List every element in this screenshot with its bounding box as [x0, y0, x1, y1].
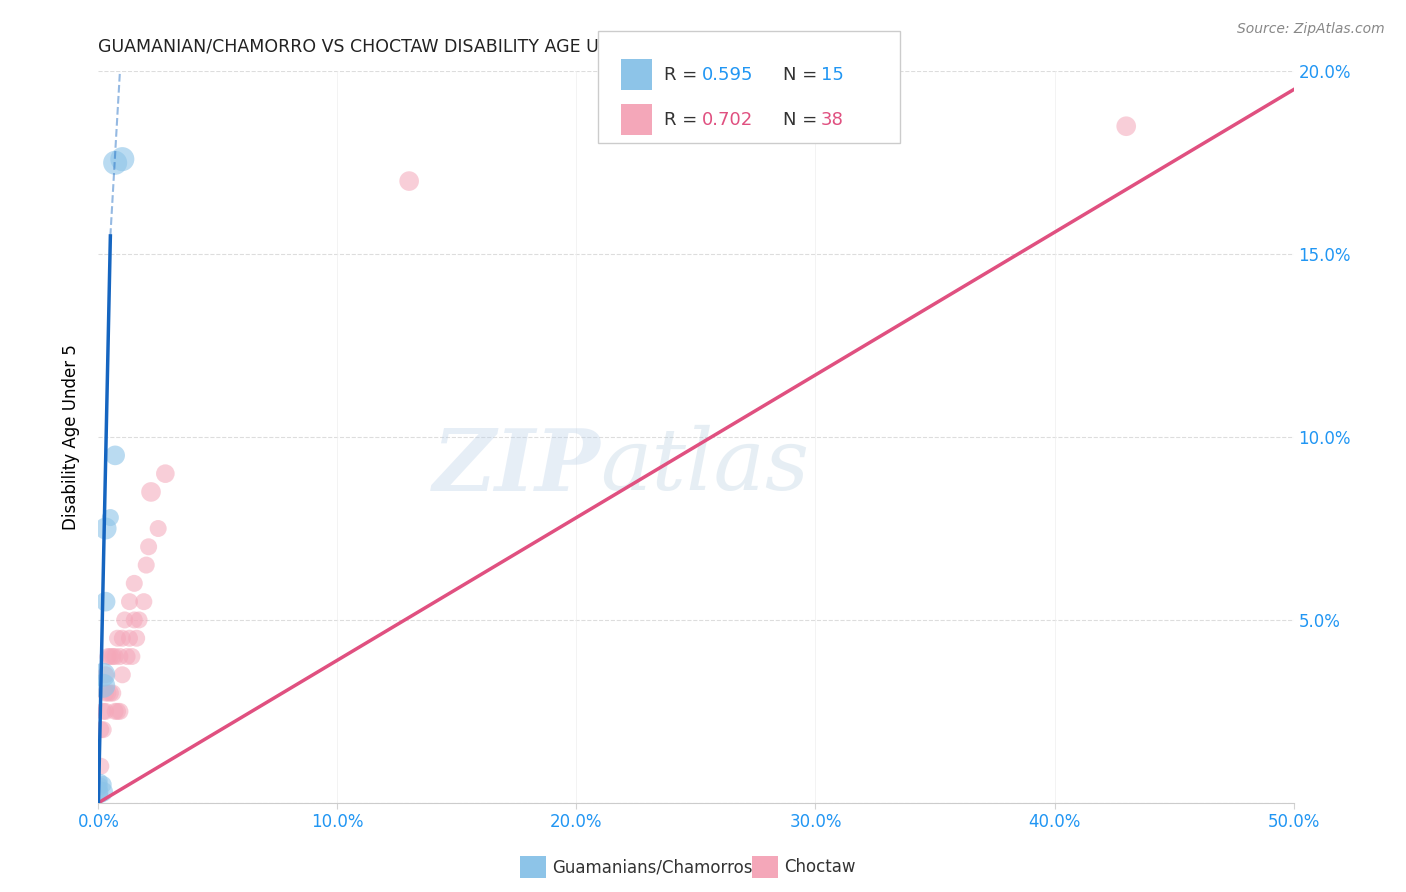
Text: 0.595: 0.595 — [702, 66, 754, 84]
Point — [94, 594, 117, 608]
Point — [1115, 120, 1137, 134]
Point — [132, 594, 155, 608]
Point — [98, 649, 122, 664]
Point — [148, 521, 170, 535]
Text: 15: 15 — [821, 66, 844, 84]
Point — [104, 705, 127, 719]
Point — [91, 667, 114, 681]
Point — [94, 521, 117, 535]
Point — [90, 778, 112, 792]
Point — [97, 686, 120, 700]
Point — [114, 613, 136, 627]
Text: Guamanians/Chamorros: Guamanians/Chamorros — [553, 858, 754, 876]
Point — [90, 781, 112, 796]
Point — [104, 448, 127, 462]
Point — [107, 632, 129, 646]
Point — [124, 613, 146, 627]
Point — [90, 789, 112, 803]
Point — [125, 632, 148, 646]
Point — [90, 785, 112, 799]
Point — [135, 558, 157, 573]
Text: R =: R = — [664, 111, 703, 128]
Point — [91, 705, 114, 719]
Point — [91, 785, 114, 799]
Point — [91, 778, 114, 792]
Point — [108, 705, 131, 719]
Point — [94, 705, 117, 719]
Text: N =: N = — [783, 66, 823, 84]
Text: Source: ZipAtlas.com: Source: ZipAtlas.com — [1237, 22, 1385, 37]
Point — [97, 649, 120, 664]
Y-axis label: Disability Age Under 5: Disability Age Under 5 — [62, 344, 80, 530]
Text: 38: 38 — [821, 111, 844, 128]
Point — [107, 705, 129, 719]
Text: atlas: atlas — [600, 425, 810, 508]
Point — [101, 686, 124, 700]
Point — [138, 540, 160, 554]
Text: ZIP: ZIP — [433, 425, 600, 508]
Text: Choctaw: Choctaw — [785, 858, 856, 876]
Point — [104, 649, 127, 664]
Point — [104, 156, 127, 170]
Point — [91, 723, 114, 737]
Point — [111, 152, 134, 166]
Point — [118, 632, 141, 646]
Point — [90, 759, 112, 773]
Point — [98, 510, 122, 524]
Point — [128, 613, 150, 627]
Point — [91, 679, 114, 693]
Point — [124, 576, 146, 591]
Point — [115, 649, 138, 664]
Text: 0.702: 0.702 — [702, 111, 752, 128]
Point — [155, 467, 177, 481]
Point — [90, 773, 112, 788]
Point — [118, 594, 141, 608]
Point — [108, 649, 131, 664]
Point — [98, 686, 122, 700]
Point — [139, 485, 162, 500]
Text: R =: R = — [664, 66, 703, 84]
Point — [111, 632, 134, 646]
Point — [94, 667, 117, 681]
Point — [90, 723, 112, 737]
Text: N =: N = — [783, 111, 823, 128]
Text: GUAMANIAN/CHAMORRO VS CHOCTAW DISABILITY AGE UNDER 5 CORRELATION CHART: GUAMANIAN/CHAMORRO VS CHOCTAW DISABILITY… — [98, 38, 859, 56]
Point — [111, 667, 134, 681]
Point — [398, 174, 420, 188]
Point — [121, 649, 143, 664]
Point — [101, 649, 124, 664]
Point — [94, 686, 117, 700]
